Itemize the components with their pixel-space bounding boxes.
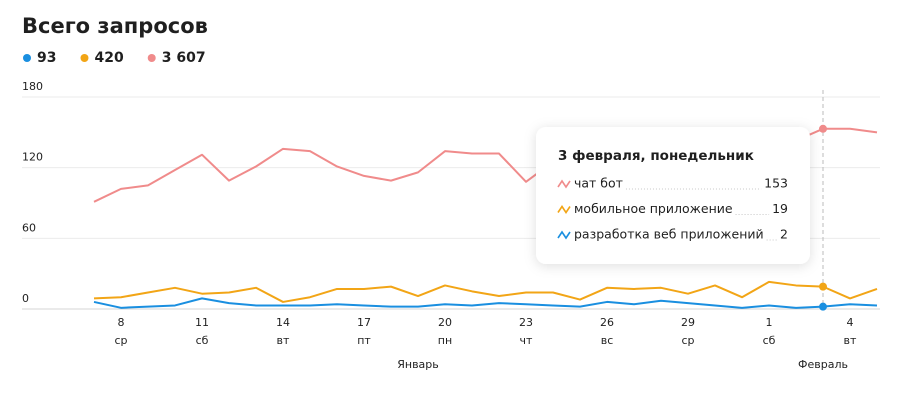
legend-total: 420 [94,50,123,66]
x-weekday-label: сб [196,334,209,347]
legend-dot [147,54,156,62]
x-tick-label: 1 [766,316,773,329]
x-weekday-label: пт [357,334,371,347]
month-label: Январь [397,358,439,371]
legend-dot [23,54,31,62]
tooltip: 3 февраля, понедельник чат бот 153 мобильно… [536,127,810,264]
tooltip-icon [557,205,571,214]
x-weekday-label: чт [520,334,533,347]
legend-total: 93 [37,50,56,66]
x-weekday-label: ср [114,334,127,347]
tooltip-icon [557,179,571,189]
highlight-dot [819,124,827,133]
x-tick-label: 11 [195,316,209,329]
highlight-dot [819,282,827,291]
x-weekday-label: вт [277,334,290,347]
y-tick-label: 0 [22,292,29,305]
tooltip-title: 3 февраля, понедельник [558,148,754,164]
x-weekday-label: сб [763,334,776,347]
x-weekday-label: вс [601,334,614,347]
month-label: Февраль [798,358,848,371]
x-weekday-label: пн [438,334,452,347]
y-tick-label: 60 [22,221,36,234]
y-tick-label: 120 [22,151,43,164]
tooltip-value: 153 [764,176,788,191]
x-tick-label: 14 [276,316,290,329]
y-tick-label: 180 [22,80,43,93]
tooltip-series-name: разработка веб приложений [574,227,764,242]
x-tick-label: 23 [519,316,533,329]
tooltip-box [536,127,810,264]
x-weekday-label: ср [681,334,694,347]
x-tick-label: 29 [681,316,695,329]
x-weekday-label: вт [844,334,857,347]
x-tick-label: 4 [847,316,854,329]
tooltip-value: 19 [772,201,788,216]
tooltip-series-name: мобильное приложение [574,201,733,216]
legend-dot [80,54,89,62]
tooltip-series-name: чат бот [574,176,623,191]
chart-title: Всего запросов [22,14,208,38]
tooltip-icon [557,230,571,240]
series-line [93,280,878,303]
legend: 93 420 3 607 [23,50,206,66]
x-axis: 8 ср 11 сб 14 вт 17 пт 20 пн 23 чт 26 вс 29 ср 1 сб 4 вт Янв… [114,316,857,371]
tooltip-value: 2 [780,227,788,242]
series-line [93,297,878,309]
highlight-dot [819,302,827,311]
x-tick-label: 8 [118,316,125,329]
x-tick-label: 17 [357,316,371,329]
x-tick-label: 20 [438,316,452,329]
x-tick-label: 26 [600,316,614,329]
legend-total: 3 607 [162,50,206,66]
